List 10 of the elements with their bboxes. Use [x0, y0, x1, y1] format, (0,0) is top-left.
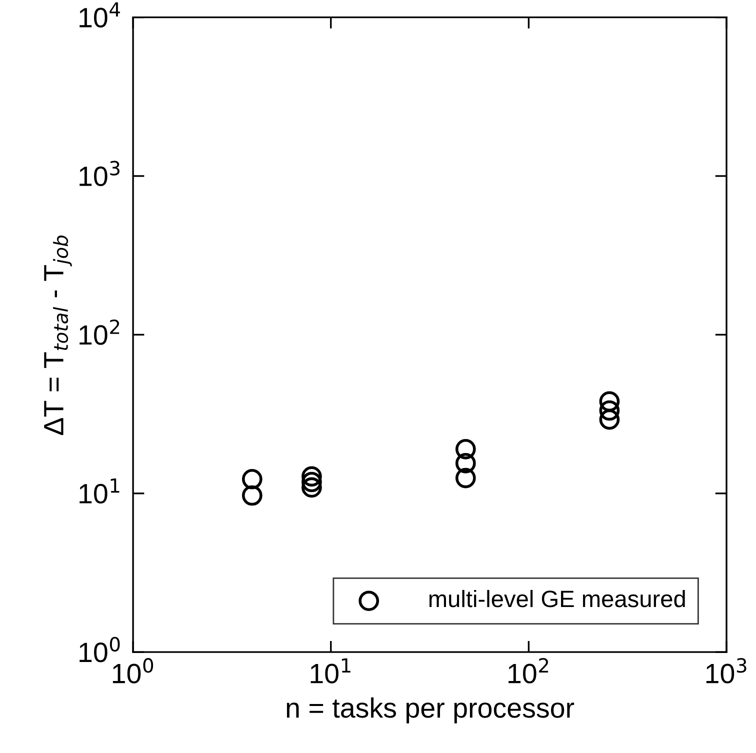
legend-label: multi-level GE measured: [429, 590, 685, 608]
y-tick-label: 10$^{4}$: [80, 2, 120, 28]
x-tick-label: 10$^{1}$: [310, 658, 350, 684]
x-tick-label: 10$^{3}$: [706, 658, 746, 684]
x-axis-title: n = tasks per processor: [286, 697, 574, 724]
y-tick-label: 10$^{3}$: [80, 160, 120, 186]
x-tick-label: 10$^{2}$: [508, 658, 548, 684]
y-tick-label: 10$^{2}$: [80, 319, 120, 345]
y-axis-title: ΔT = T$_{total}$ - T$_{job}$: [44, 236, 72, 435]
y-tick-label: 10$^{1}$: [80, 478, 120, 504]
